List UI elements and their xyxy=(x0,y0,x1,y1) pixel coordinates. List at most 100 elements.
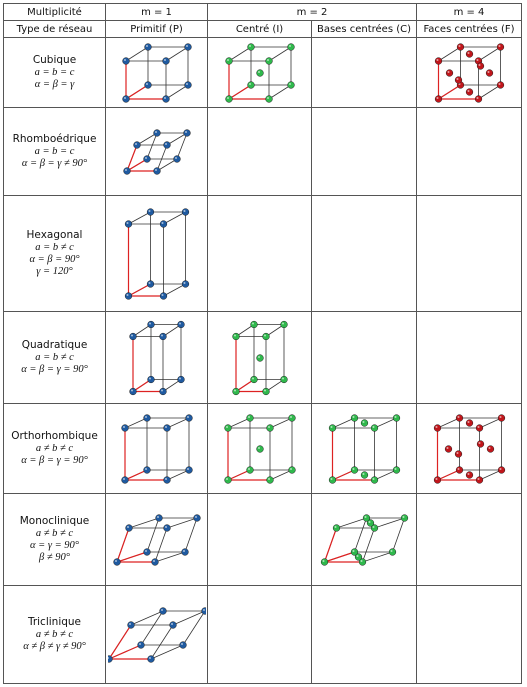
atom-highlight xyxy=(248,44,251,47)
edge xyxy=(331,417,355,428)
atom-highlight xyxy=(266,96,269,99)
lattice-drawing xyxy=(224,42,295,103)
lattice-condition: α = β = 90° xyxy=(29,254,80,265)
atom xyxy=(184,465,193,474)
atom-highlight xyxy=(394,415,396,418)
lattice-cell xyxy=(207,37,312,108)
edge xyxy=(436,468,460,481)
atom-highlight xyxy=(477,425,479,428)
atom xyxy=(183,80,192,89)
edge xyxy=(166,469,189,480)
atom-highlight xyxy=(288,82,291,85)
lattice-cell xyxy=(105,37,208,108)
atom xyxy=(178,640,187,649)
atom-highlight xyxy=(152,559,155,562)
edge xyxy=(107,624,132,659)
edge xyxy=(227,417,250,428)
atom-highlight xyxy=(372,525,374,528)
atom xyxy=(172,154,181,163)
atom xyxy=(320,557,328,566)
atom xyxy=(176,375,185,383)
atom-highlight xyxy=(368,520,370,523)
atom-highlight xyxy=(498,44,500,47)
atom-highlight xyxy=(154,168,157,171)
atom xyxy=(245,465,254,474)
edge xyxy=(176,132,187,159)
atom xyxy=(279,320,288,328)
atom-highlight xyxy=(161,293,163,296)
atom-highlight xyxy=(446,446,448,449)
atom xyxy=(150,557,159,566)
atom-highlight xyxy=(251,322,254,324)
atom xyxy=(249,320,258,328)
atom-highlight xyxy=(372,477,374,480)
header-cell: m = 1 xyxy=(105,3,208,21)
header-cell: Multiplicité xyxy=(3,3,106,21)
atom xyxy=(354,552,362,561)
atom xyxy=(370,423,378,432)
atom-highlight xyxy=(185,82,188,85)
lattice-cell xyxy=(105,311,208,404)
header-cell: m = 4 xyxy=(416,3,522,21)
atom xyxy=(465,49,473,58)
atom xyxy=(126,620,135,629)
lattice-cell xyxy=(416,195,522,312)
atom-highlight xyxy=(123,58,126,61)
atom xyxy=(124,523,133,532)
atom xyxy=(159,291,167,300)
atom-highlight xyxy=(122,425,125,428)
atom-highlight xyxy=(330,477,332,480)
atom-highlight xyxy=(457,467,459,470)
atom-highlight xyxy=(233,389,236,391)
header-cell: Primitif (P) xyxy=(105,20,208,38)
atom xyxy=(181,279,189,288)
edge xyxy=(228,46,251,61)
atom-highlight xyxy=(184,130,187,133)
atom-highlight xyxy=(148,322,151,324)
atom-highlight xyxy=(289,415,292,418)
atom xyxy=(181,207,189,216)
lattice-cell xyxy=(416,403,522,494)
atom-highlight xyxy=(457,415,459,418)
header-cell: Bases centrées (C) xyxy=(311,20,417,38)
atom-highlight xyxy=(134,142,137,145)
edge xyxy=(373,417,397,428)
atom xyxy=(455,465,463,474)
edge xyxy=(228,83,251,100)
edge xyxy=(373,469,397,480)
atom xyxy=(183,42,192,51)
atom-highlight xyxy=(402,515,404,518)
edge xyxy=(391,517,405,552)
atom xyxy=(143,80,152,89)
lattice-name: Orthorhombique xyxy=(11,430,98,442)
atom-highlight xyxy=(352,415,354,418)
atom-highlight xyxy=(185,44,188,47)
lattice-cell xyxy=(311,585,417,684)
atom-highlight xyxy=(267,477,270,480)
lattice-cell xyxy=(105,107,208,196)
lattice-condition: α = β = γ xyxy=(34,79,75,90)
lattice-cell xyxy=(207,493,312,586)
atom-highlight xyxy=(163,96,166,99)
atom-highlight xyxy=(180,642,183,645)
atom xyxy=(454,75,462,84)
atom-highlight xyxy=(488,446,490,449)
edge xyxy=(477,46,501,61)
edge xyxy=(150,644,183,659)
atom xyxy=(132,140,141,149)
edge xyxy=(146,132,157,159)
edge xyxy=(165,84,188,99)
lattice-cell xyxy=(311,403,417,494)
atom xyxy=(224,56,233,65)
atom-highlight xyxy=(226,58,229,61)
lattice-drawing xyxy=(231,320,288,395)
atom xyxy=(112,557,121,566)
atom-highlight xyxy=(447,70,449,73)
atom xyxy=(287,465,296,474)
edge xyxy=(478,469,502,480)
